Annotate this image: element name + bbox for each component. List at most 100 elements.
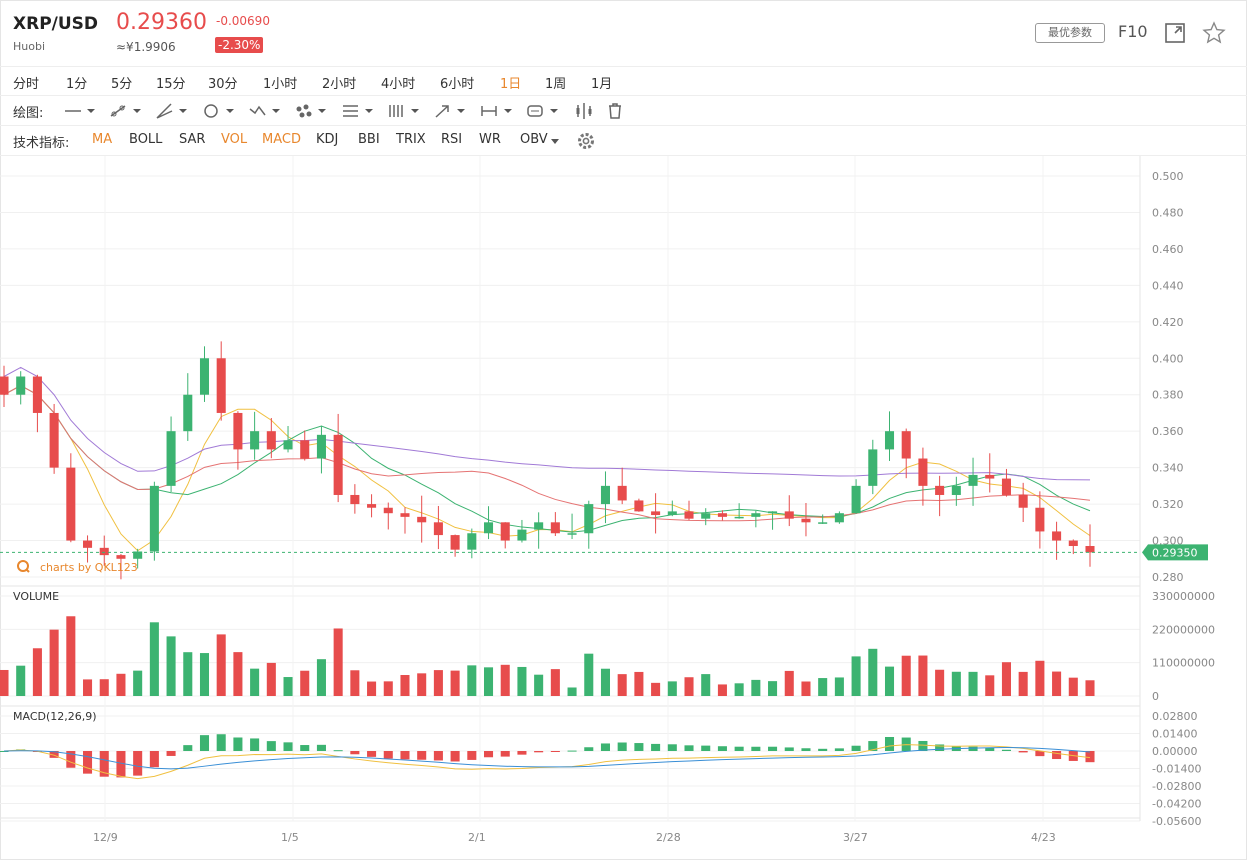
star-icon[interactable] [1202, 21, 1226, 45]
macd-histogram-bar [266, 741, 276, 751]
macd-histogram-bar [333, 750, 343, 752]
indicator-macd[interactable]: MACD [262, 132, 301, 147]
volume-bar [918, 655, 928, 696]
volume-bar [951, 671, 961, 696]
timeframe-15m[interactable]: 15分 [156, 77, 186, 92]
channel-tool-icon[interactable] [154, 101, 190, 121]
timeframe-1h[interactable]: 1小时 [263, 77, 298, 92]
candle-body [183, 394, 193, 432]
f10-button[interactable]: F10 [1118, 22, 1148, 41]
timeframe-2h[interactable]: 2小时 [322, 77, 357, 92]
macd-histogram-bar [734, 746, 744, 751]
candle-body [433, 522, 443, 536]
macd-histogram-bar [667, 744, 677, 751]
macd-histogram-bar [550, 751, 560, 752]
trash-icon[interactable] [605, 101, 625, 121]
volume-bar [433, 670, 443, 696]
candle-body [166, 431, 176, 486]
timeframe-5m[interactable]: 5分 [111, 77, 133, 92]
indicator-sar[interactable]: SAR [179, 132, 206, 147]
arrow-tool-icon[interactable] [432, 101, 468, 121]
timeframe-30m[interactable]: 30分 [208, 77, 238, 92]
macd-histogram-bar [968, 746, 978, 751]
timeframe-1w[interactable]: 1周 [545, 77, 567, 92]
candle-body [99, 547, 109, 556]
indicator-kdj[interactable]: KDJ [316, 132, 339, 147]
candle-body [500, 522, 510, 541]
candle-body [550, 522, 560, 534]
macd-histogram-bar [684, 745, 694, 751]
macd-histogram-bar [49, 751, 59, 758]
indicator-wr[interactable]: WR [479, 132, 501, 147]
ray-tool-icon[interactable] [108, 101, 144, 121]
indicator-ma[interactable]: MA [92, 132, 113, 147]
indicator-vol[interactable]: VOL [221, 132, 248, 147]
fullscreen-icon[interactable] [1163, 21, 1187, 45]
volume-bar [283, 677, 293, 696]
timeframe-1m[interactable]: 1分 [66, 77, 88, 92]
macd-histogram-bar [450, 751, 460, 762]
candle-body [83, 540, 93, 548]
indicator-trix[interactable]: TRIX [396, 132, 426, 147]
chart-canvas[interactable]: 0.500 0.480 0.460 0.440 0.420 0.400 0.380 0.360… [0, 156, 1247, 861]
volume-axis-tick: 330000000 [1152, 590, 1215, 603]
watermark: charts by QKL123 [17, 560, 138, 574]
macd-histogram-bar [801, 748, 811, 751]
volume-bar [1018, 671, 1028, 696]
macd-axis-tick: 0.00000 [1152, 745, 1198, 758]
candle-body [751, 513, 761, 517]
candle-body [951, 485, 961, 495]
candle-body [467, 533, 477, 550]
circle-tool-icon[interactable] [201, 101, 237, 121]
candle-settings-icon[interactable] [574, 101, 594, 121]
drawing-toolbar: 绘图: [0, 95, 1247, 125]
candle-body [617, 485, 627, 501]
macd-histogram-bar [517, 751, 527, 755]
macd-histogram-bar [1035, 751, 1045, 757]
macd-histogram-bar [1001, 749, 1011, 751]
pattern-tool-icon[interactable] [247, 101, 283, 121]
volume-bar [32, 648, 42, 696]
volume-bar [600, 668, 611, 696]
indicator-label: 技术指标: [13, 136, 70, 151]
chart-area[interactable]: 0.500 0.480 0.460 0.440 0.420 0.400 0.380 0.360… [0, 155, 1247, 860]
gear-icon[interactable] [576, 131, 596, 151]
volume-bar [99, 679, 109, 696]
volume-bar [751, 679, 761, 696]
cny-price: ≈¥1.9906 [116, 40, 176, 54]
timeframe-1d[interactable]: 1日 [500, 77, 522, 92]
timeframe-6h[interactable]: 6小时 [440, 77, 475, 92]
macd-axis-tick: -0.04200 [1152, 798, 1201, 811]
timeframe-4h[interactable]: 4小时 [381, 77, 416, 92]
candle-body [534, 522, 544, 530]
candle-body [684, 511, 694, 519]
macd-histogram-bar [918, 740, 928, 751]
volume-bar [1068, 677, 1078, 696]
candle-body [66, 467, 76, 541]
candle-body [868, 449, 878, 486]
optimal-params-button[interactable]: 最优参数 [1035, 23, 1105, 43]
volume-bar [250, 668, 260, 696]
candle-body [149, 485, 159, 552]
node-tool-icon[interactable] [293, 101, 329, 121]
volume-bar [166, 636, 176, 696]
candle-body [567, 533, 577, 535]
indicator-bbi[interactable]: BBI [358, 132, 380, 147]
timeframe-1mo[interactable]: 1月 [591, 77, 613, 92]
horizontal-line-tool-icon[interactable] [62, 101, 98, 121]
gann-tool-icon[interactable] [386, 101, 422, 121]
indicator-boll[interactable]: BOLL [129, 132, 163, 147]
measure-tool-icon[interactable] [479, 101, 515, 121]
candle-body [32, 376, 42, 413]
indicator-rsi[interactable]: RSI [441, 132, 463, 147]
indicator-obv[interactable]: OBV [520, 132, 548, 147]
timeframe-tick[interactable]: 分时 [13, 77, 40, 92]
fibonacci-tool-icon[interactable] [340, 101, 376, 121]
macd-histogram-bar [1085, 751, 1095, 763]
macd-histogram-bar [149, 751, 159, 768]
chevron-down-icon[interactable] [550, 138, 560, 146]
macd-histogram-bar [433, 751, 443, 761]
volume-bar [483, 667, 494, 696]
text-tool-icon[interactable] [525, 101, 561, 121]
candle-body [450, 535, 460, 550]
